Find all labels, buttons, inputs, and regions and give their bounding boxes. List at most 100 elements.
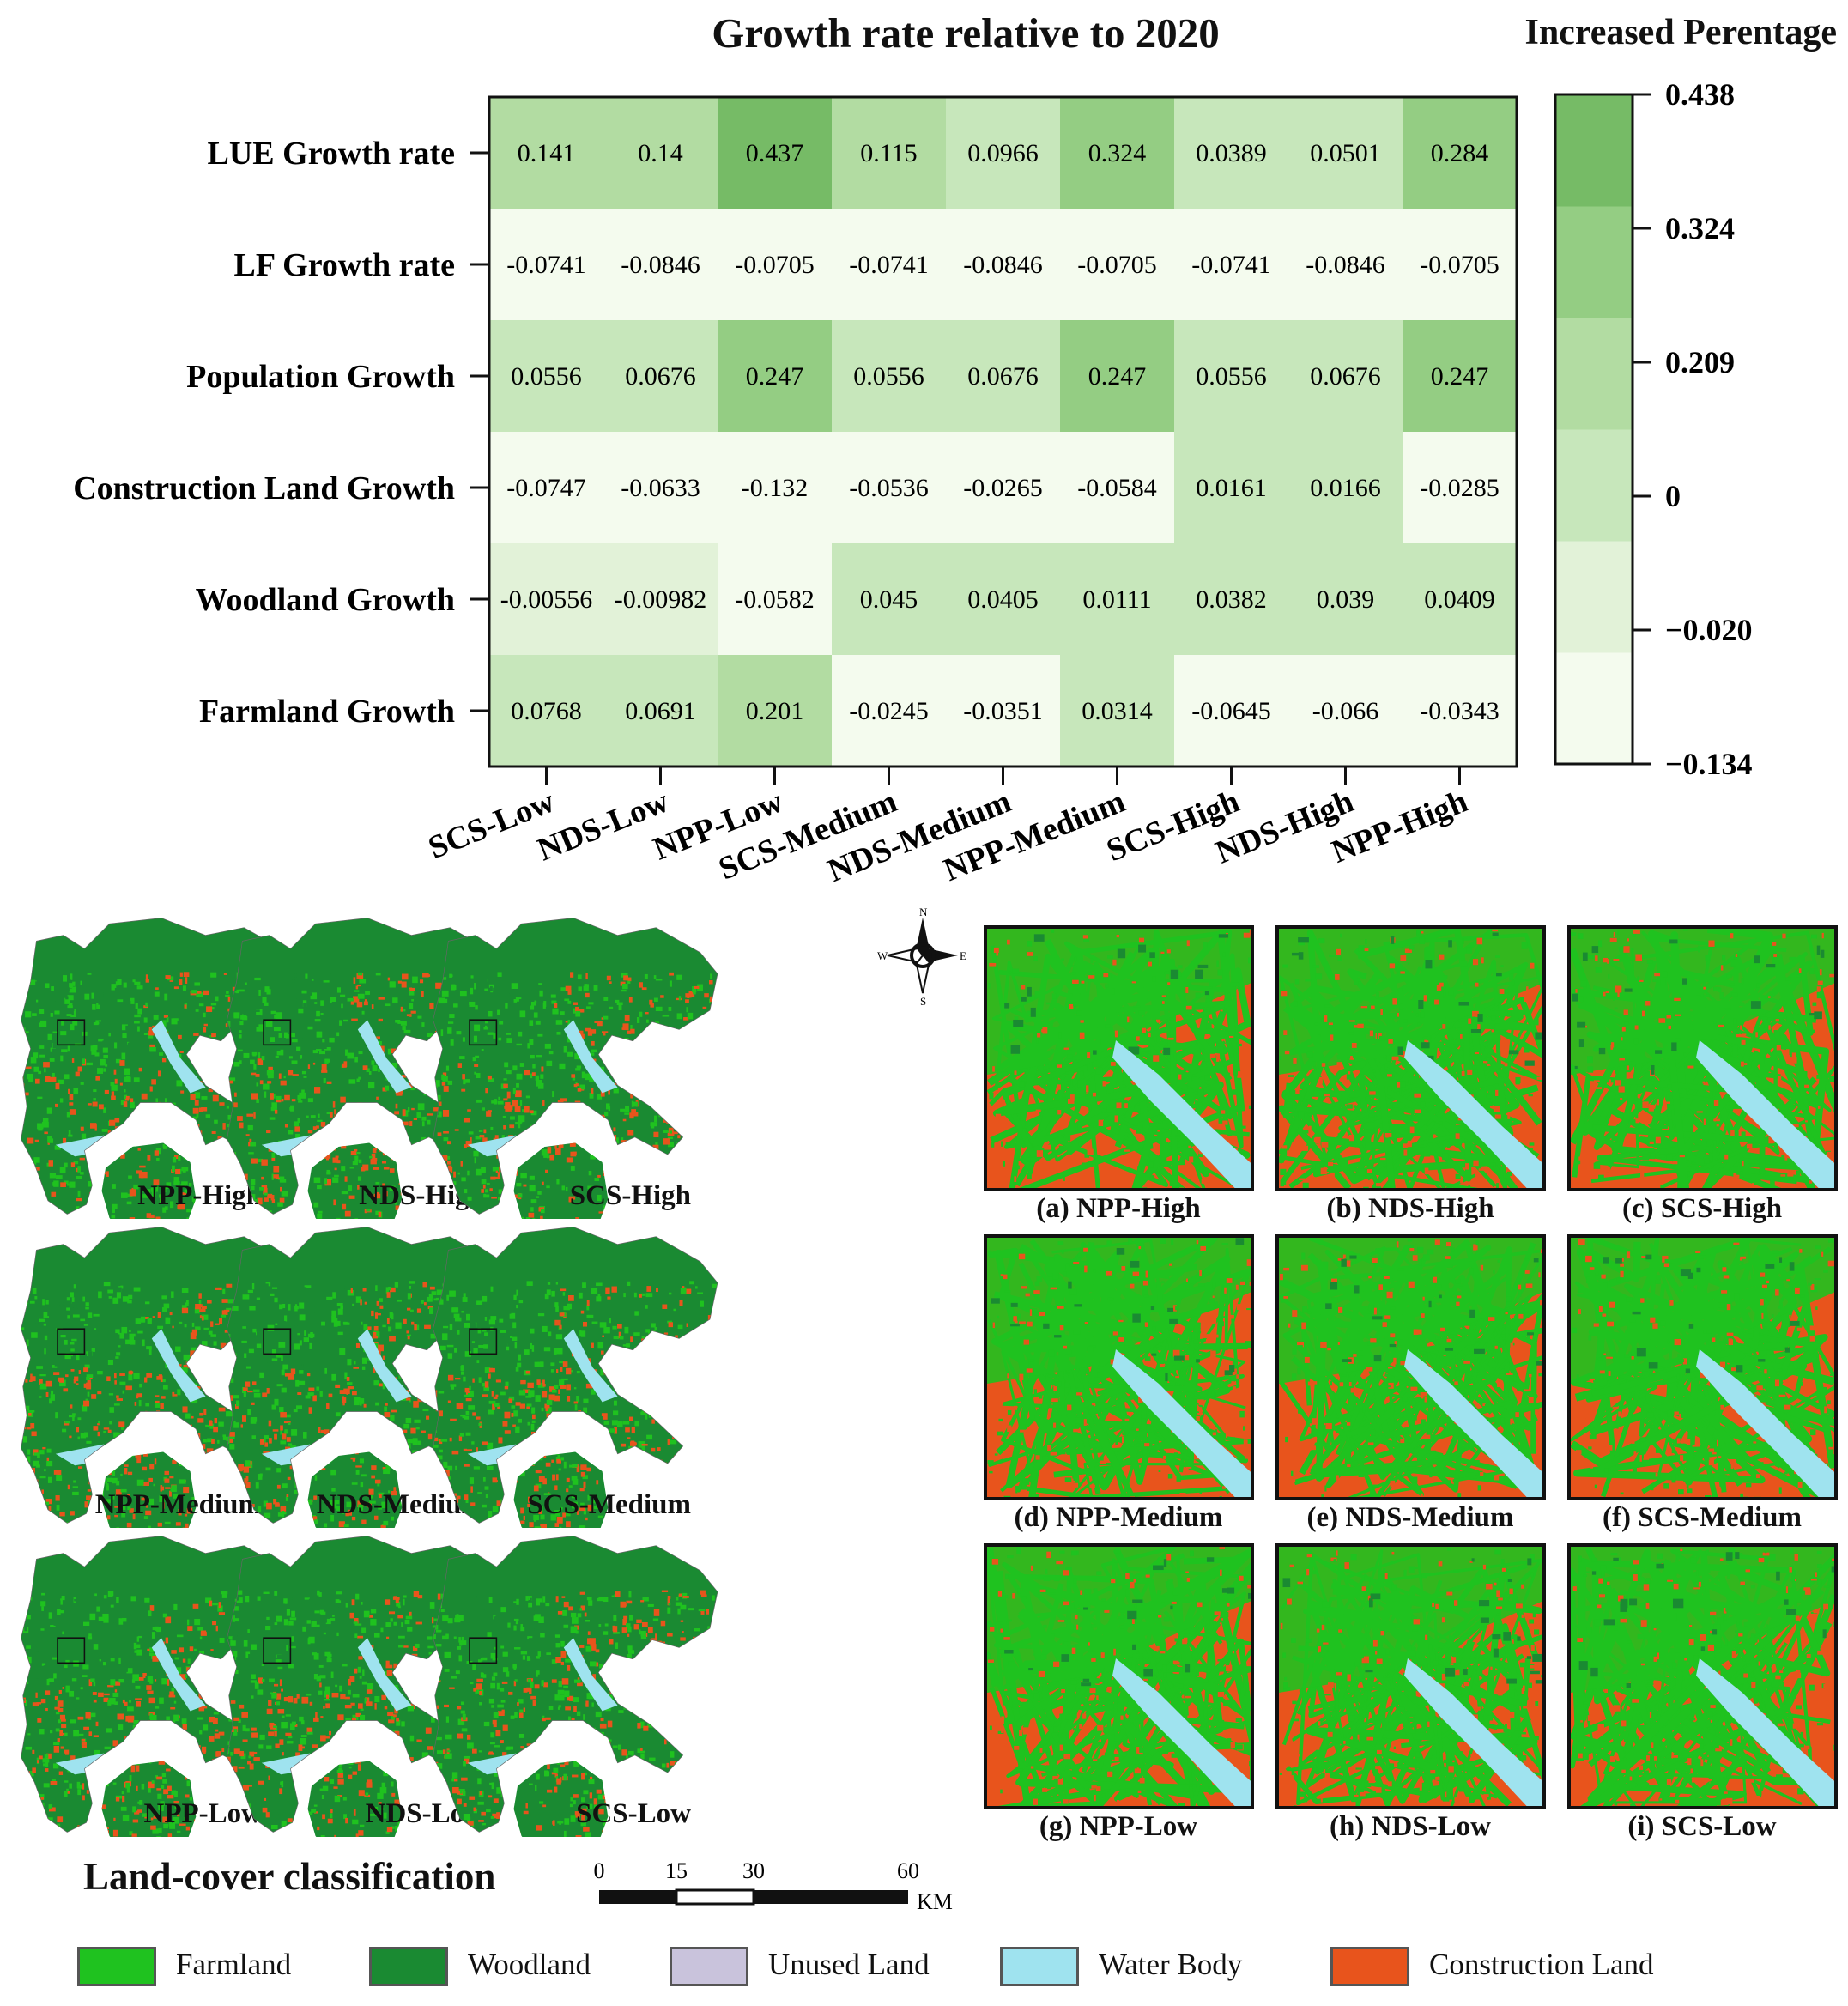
heatmap-cell-label: -0.00556 [500, 585, 593, 614]
zoom-landcover-map [1571, 1238, 1834, 1497]
heatmap-cell [1060, 97, 1175, 209]
heatmap-cell-label: 0.0389 [1196, 139, 1267, 167]
heatmap-chart: 0.141 0.14 0.437 0.115 0.0966 0.324 0.0389 0.05… [73, 77, 1753, 889]
row-label: LF Growth rate [233, 247, 455, 283]
heatmap-cell-label: 0.0768 [511, 697, 582, 725]
landcover-legend-swatch [369, 1947, 448, 1986]
landcover-map [433, 918, 718, 1219]
scenario-map-label: NPP-High [137, 1180, 262, 1211]
heatmap-cell [1288, 432, 1403, 544]
scenario-map-label: SCS-High [569, 1180, 691, 1211]
heatmap-cell-label: -0.0245 [849, 697, 929, 725]
heatmap-cell-label: -0.0741 [1191, 251, 1271, 279]
heatmap-cell [1060, 655, 1175, 767]
heatmap-cell [489, 209, 604, 321]
zoom-map-label: (e) NDS-Medium [1306, 1502, 1514, 1533]
landcover-legend-swatch [77, 1947, 156, 1986]
compass-s: S [920, 995, 926, 1008]
scenario-map-label: SCS-Medium [527, 1489, 691, 1520]
scenario-map-grid: NPP-High NDS-High SCS-High NPP-Medium NDS-Me… [17, 914, 957, 1837]
zoom-map [984, 925, 1254, 1191]
zoom-map-label: (b) NDS-High [1326, 1193, 1494, 1224]
heatmap-cell [489, 432, 604, 544]
heatmap-cell [718, 655, 833, 767]
heatmap-cell [1403, 432, 1518, 544]
heatmap-cell [603, 209, 718, 321]
landcover-legend: Farmland Woodland Unused Land Water Body Con… [77, 1944, 1837, 1996]
zoom-map-label: (g) NPP-Low [1039, 1811, 1198, 1842]
zoom-landcover-map [1279, 1238, 1542, 1497]
landcover-legend-label: Construction Land [1429, 1948, 1654, 1981]
zoom-map-label: (a) NPP-High [1036, 1193, 1201, 1224]
landcover-map [433, 1536, 718, 1837]
scenario-map-label: NPP-Low [143, 1798, 262, 1829]
zoom-map-label: (f) SCS-Medium [1603, 1502, 1802, 1533]
heatmap-cell-label: -0.0705 [735, 251, 815, 279]
zoom-landcover-map [1279, 1547, 1542, 1806]
heatmap-cell-label: -0.0846 [621, 251, 700, 279]
scenario-map-label: SCS-Low [576, 1798, 691, 1829]
heatmap-cell [603, 655, 718, 767]
row-label: LUE Growth rate [208, 136, 456, 172]
heatmap-cell-label: 0.201 [746, 697, 804, 725]
heatmap-cell-label: 0.284 [1431, 139, 1489, 167]
heatmap-cell-label: 0.0556 [853, 362, 924, 391]
zoom-map [1275, 1543, 1546, 1809]
colorbar-tick-label: −0.134 [1665, 747, 1753, 781]
landcover-legend-label: Woodland [468, 1948, 591, 1981]
heatmap-cell-label: 0.0691 [625, 697, 696, 725]
scale-tick-0: 0 [594, 1858, 605, 1883]
zoom-map [984, 1234, 1254, 1500]
zoom-landcover-map [987, 1238, 1251, 1497]
heatmap-cell-label: -0.0265 [963, 474, 1043, 502]
scale-tick-60: 60 [897, 1858, 919, 1883]
heatmap-cell [1174, 209, 1289, 321]
heatmap-cell [718, 432, 833, 544]
heatmap-cell [946, 209, 1061, 321]
colorbar-segment [1555, 652, 1633, 765]
zoom-landcover-map [1571, 1547, 1834, 1806]
heatmap-cell-label: -0.0343 [1420, 697, 1500, 725]
colorbar-title: Increased Perentage [1524, 13, 1837, 52]
landcover-legend-label: Water Body [1099, 1948, 1243, 1981]
landcover-legend-swatch [1000, 1947, 1079, 1986]
landcover-legend-label: Farmland [176, 1948, 292, 1981]
heatmap-cell-label: 0.247 [1431, 362, 1489, 391]
colorbar-segment [1555, 206, 1633, 318]
heatmap-cell [603, 543, 718, 656]
heatmap-cell-label: -0.0582 [735, 585, 815, 614]
row-label: Population Growth [186, 359, 455, 395]
colorbar-segment [1555, 318, 1633, 430]
scenario-map [429, 1532, 738, 1837]
heatmap-cell [946, 543, 1061, 656]
heatmap-cell-label: 0.0966 [967, 139, 1039, 167]
zoom-map [1567, 1234, 1838, 1500]
heatmap-cell [1060, 432, 1175, 544]
heatmap-cell-label: 0.0166 [1310, 474, 1381, 502]
zoom-landcover-map [987, 1547, 1251, 1806]
heatmap-cell [603, 432, 718, 544]
heatmap-cell-label: -0.0584 [1077, 474, 1157, 502]
compass-e: E [960, 949, 966, 962]
heatmap-cell [832, 432, 947, 544]
scale-tick-30: 30 [742, 1858, 765, 1883]
heatmap-cell-label: 0.0676 [967, 362, 1039, 391]
colorbar-tick-label: 0.209 [1665, 345, 1735, 379]
heatmap-cell [1288, 655, 1403, 767]
heatmap-cell [1174, 320, 1289, 433]
heatmap-cell [1403, 320, 1518, 433]
heatmap-cell-label: 0.324 [1088, 139, 1147, 167]
zoom-map-label: (i) SCS-Low [1627, 1811, 1777, 1842]
column-label: NDS-Low [532, 783, 674, 868]
zoom-map [1567, 1543, 1838, 1809]
colorbar-tick-label: 0.438 [1665, 77, 1735, 112]
heatmap-cell [1288, 320, 1403, 433]
heatmap-cell [946, 432, 1061, 544]
zoom-map-label: (h) NDS-Low [1330, 1811, 1491, 1842]
heatmap-cell [1403, 209, 1518, 321]
scale-bar: 0 15 30 60 KM [592, 1854, 970, 1923]
compass-n: N [919, 906, 928, 918]
heatmap-cell-label: -0.0741 [506, 251, 586, 279]
heatmap-cell-label: 0.14 [638, 139, 683, 167]
landcover-map [433, 1227, 718, 1528]
